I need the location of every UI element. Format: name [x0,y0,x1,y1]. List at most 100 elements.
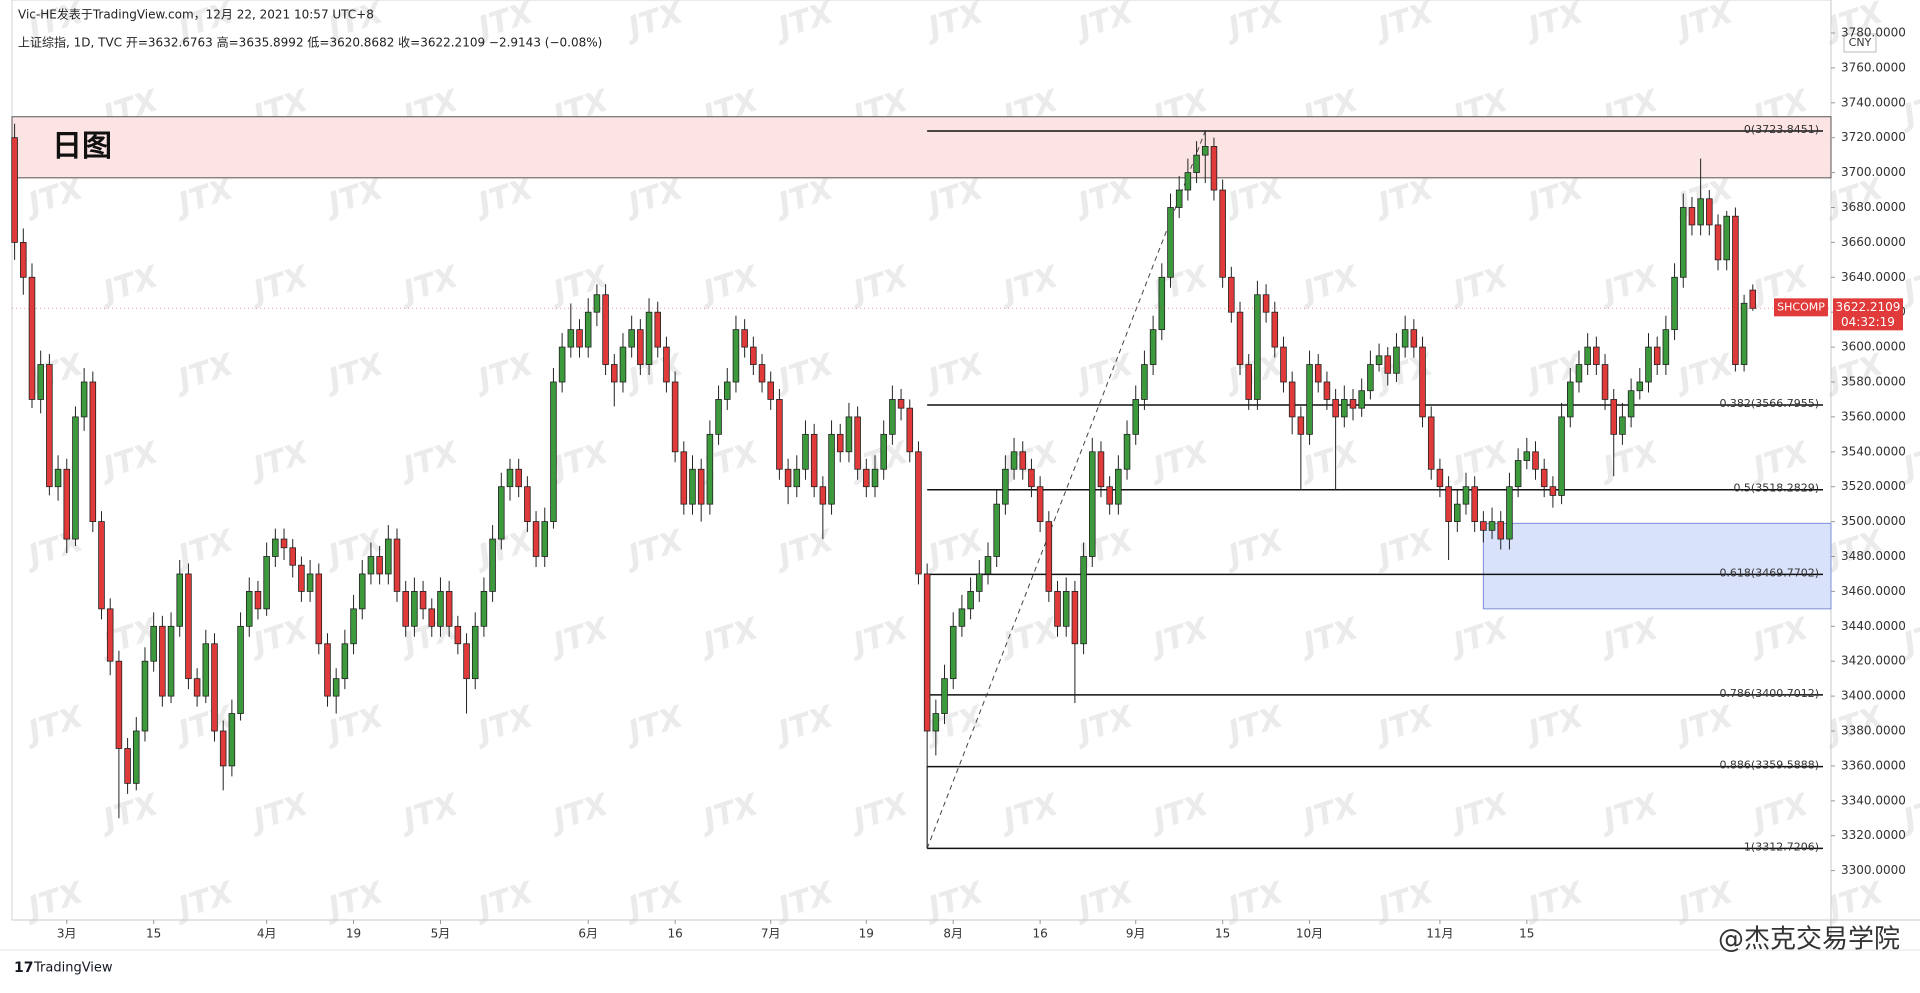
candle-body [245,591,253,627]
candle-body [671,381,679,453]
candle-body [1610,399,1617,435]
candle-body [185,573,192,680]
candle-body [385,538,392,575]
candle-body [706,433,714,505]
y-tick-label: 3360.0000 [1841,758,1906,772]
fib-label: 0.618(3469.7702) [1719,566,1819,579]
currency-box[interactable] [1843,33,1877,53]
candle-body [1184,172,1192,191]
candle-body [480,591,488,627]
candle-body [906,407,914,453]
y-tick-label: 3580.0000 [1841,374,1906,388]
candle-body [1688,207,1696,226]
candle-body [159,625,166,697]
candle-body [263,556,270,610]
candle-body [272,538,279,557]
candle-body [645,311,653,365]
y-tick-label: 3680.0000 [1841,200,1906,214]
candle-body [228,713,236,767]
y-tick-label: 3560.0000 [1841,409,1906,423]
candle-body [967,591,974,610]
y-tick-label: 3340.0000 [1841,793,1906,807]
y-tick-label: 3640.0000 [1841,270,1906,284]
candle-body [767,381,774,400]
candle-body [828,433,835,505]
candle-body [1341,399,1348,418]
candle-body [376,556,383,575]
candle-body [89,381,97,523]
y-tick-label: 3540.0000 [1841,444,1906,458]
candle-body [193,678,201,697]
y-tick-label: 3660.0000 [1841,235,1906,249]
candle-body [1141,364,1148,400]
candle-body [611,364,618,383]
brand: TradingView [33,961,113,976]
candle-body [1427,416,1435,470]
y-tick-label: 3400.0000 [1841,689,1906,703]
price-label: 3622.2109 [1836,300,1901,314]
candle-body [1080,556,1087,645]
candle-body [1054,591,1061,627]
candle-body [1375,355,1383,365]
candle-body [1115,468,1122,505]
y-tick-label: 3500.0000 [1841,514,1906,528]
candle-body [1749,289,1757,309]
candle-body [37,364,44,400]
candle-body [1514,460,1522,488]
candle-body [411,591,418,627]
candle-body [11,137,18,243]
signature: @杰克交易学院 [1718,925,1900,955]
candle-body [1410,329,1418,348]
zone-label: 日图 [52,129,112,164]
y-tick-label: 3440.0000 [1841,619,1906,633]
candle-body [880,433,887,470]
candle-body [1401,329,1409,348]
candle-body [1106,486,1113,505]
candle-body [793,468,801,488]
candle-body [1662,329,1670,365]
candle-body [1653,346,1661,365]
candle-body [619,346,627,383]
candle-body [776,399,783,470]
candle-body [1367,364,1374,392]
candle-body [167,625,175,697]
candle-body [1314,364,1322,383]
candle-body [63,468,71,540]
x-tick-label: 5月 [431,927,451,941]
candle-body [141,660,149,732]
legend: 上证综指, 1D, TVC 开=3632.6763 高=3635.8992 低=… [18,35,602,50]
candle-body [1167,207,1174,278]
x-tick-label: 15 [1519,927,1534,941]
y-tick-label: 3720.0000 [1841,130,1906,144]
candle-body [819,486,827,505]
candle-body [1593,346,1600,365]
y-tick-label: 3780.0000 [1841,25,1906,39]
candle-body [20,241,27,278]
countdown: 04:32:19 [1841,315,1895,329]
candle-body [133,730,140,784]
y-tick-label: 3380.0000 [1841,724,1906,738]
candle-body [106,608,114,662]
x-tick-label: 19 [859,927,874,941]
candle-body [1436,468,1444,488]
candle-body [1045,521,1053,592]
candle-body [845,416,853,453]
candle-body [1732,215,1739,365]
symbol-tag [1774,298,1828,317]
candle-body [1201,146,1209,156]
candle-body [567,329,575,348]
candle-body [202,643,210,697]
candle-body [1349,399,1357,409]
candle-body [1645,346,1652,383]
candle-body [1627,390,1635,418]
fib-label: 0.786(3400.7012) [1719,687,1819,700]
candle-body [393,538,401,592]
candle-body [306,573,314,592]
candle-body [1679,207,1687,278]
candle-body [1723,215,1730,261]
y-tick-label: 3460.0000 [1841,584,1906,598]
candle-body [784,468,792,488]
candle-body [367,556,375,575]
candle-body [810,433,818,488]
candle-body [1010,451,1018,470]
